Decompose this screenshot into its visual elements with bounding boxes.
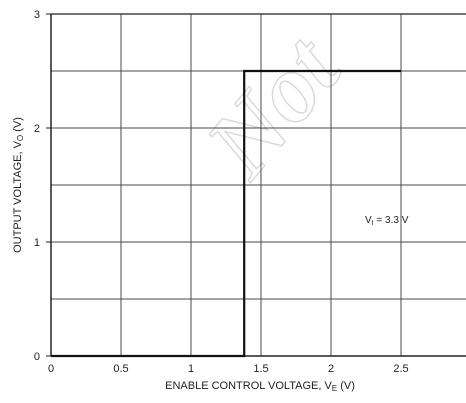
y-tick-label-1: 1 (34, 237, 40, 249)
y-axis-title: OUTPUT VOLTAGE, VO (V) (12, 117, 25, 253)
x-tick-label-4: 2 (328, 363, 334, 375)
series-line-0 (51, 69, 401, 358)
y-tick-label-3: 3 (34, 9, 40, 21)
x-tick-label-3: 1.5 (253, 363, 268, 375)
x-axis-title: ENABLE CONTROL VOLTAGE, VE (V) (165, 380, 355, 393)
x-tick-label-2: 1 (188, 363, 194, 375)
x-tick-label-0: 0 (48, 363, 54, 375)
labels: 00.511.522.530123ENABLE CONTROL VOLTAGE,… (12, 9, 409, 393)
series-group (51, 69, 401, 358)
x-tick-label-1: 0.5 (113, 363, 128, 375)
x-tick-label-5: 2.5 (393, 363, 408, 375)
y-tick-label-0: 0 (34, 351, 40, 363)
watermark: Not (184, 14, 361, 196)
y-tick-label-2: 2 (34, 123, 40, 135)
annotation-vi: VI = 3.3 V (365, 215, 409, 227)
